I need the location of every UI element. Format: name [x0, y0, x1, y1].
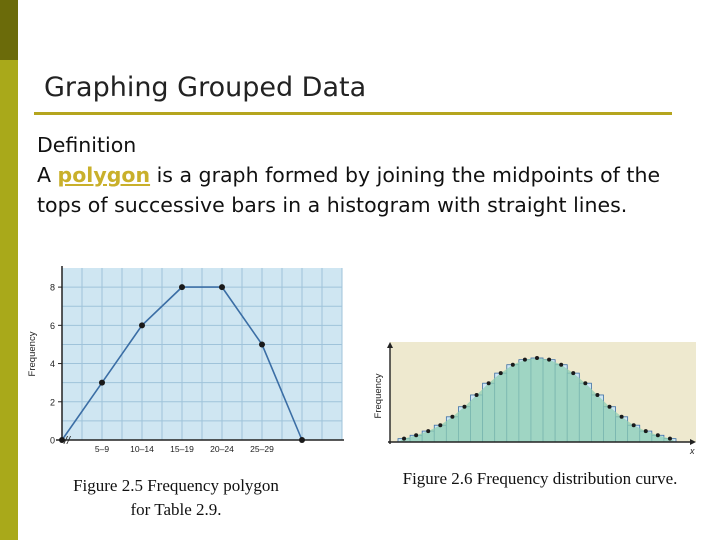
data-point: [510, 362, 515, 367]
data-point: [139, 322, 145, 329]
definition-label: Definition: [37, 133, 137, 157]
y-tick-label: 8: [50, 283, 55, 293]
data-point: [595, 392, 600, 397]
data-point: [179, 284, 185, 291]
data-point: [571, 371, 576, 376]
slide-sidebar: [0, 0, 18, 540]
figure-2-5-caption-line2: for Table 2.9.: [130, 500, 222, 519]
definition-prefix: A: [37, 163, 58, 187]
figure-2-6-caption: Figure 2.6 Frequency distribution curve.: [402, 469, 678, 488]
definition-text: A polygon is a graph formed by joining t…: [37, 160, 707, 220]
axis-break-mark: //: [63, 435, 71, 447]
data-point: [655, 433, 660, 438]
frequency-polygon-chart: // 0 2 4 6 8 5–9 10–14 15–19 20–24 25–29 Frequency: [27, 266, 344, 454]
data-point: [631, 423, 636, 428]
y-axis-arrow: [387, 342, 393, 348]
data-point: [219, 284, 225, 291]
x-tick-label: 10–14: [130, 444, 154, 454]
distribution-curve-fill: [398, 358, 676, 442]
y-axis-label: Frequency: [373, 373, 384, 418]
x-tick-label: 15–19: [170, 444, 194, 454]
x-axis-arrow: [690, 439, 696, 445]
figure-2-5-caption-line1: Figure 2.5 Frequency polygon: [73, 476, 279, 495]
data-point: [402, 436, 407, 441]
data-point: [414, 433, 419, 438]
x-axis-label: x: [689, 446, 695, 456]
data-point: [547, 357, 552, 362]
definition-rest: is a graph formed by joining the midpoin…: [37, 163, 661, 217]
y-tick-label: 0: [50, 436, 55, 446]
frequency-distribution-chart: x Frequency: [373, 342, 696, 456]
data-point: [59, 437, 65, 443]
data-point: [607, 404, 612, 409]
data-point: [498, 371, 503, 376]
data-point: [438, 423, 443, 428]
data-point: [522, 357, 527, 362]
data-point: [619, 414, 624, 419]
slide-sidebar-accent: [0, 0, 18, 60]
figure-2-5-caption: Figure 2.5 Frequency polygon for Table 2…: [50, 474, 302, 522]
x-tick-label: 25–29: [250, 444, 274, 454]
y-tick-label: 4: [50, 359, 55, 369]
data-point: [486, 381, 491, 386]
y-tick-label: 2: [50, 397, 55, 407]
data-point: [259, 341, 265, 348]
data-point: [643, 429, 648, 434]
data-point: [583, 381, 588, 386]
title-underline: [34, 112, 672, 115]
definition-block: Definition A polygon is a graph formed b…: [37, 130, 707, 220]
data-point: [535, 356, 539, 360]
data-point: [450, 414, 455, 419]
data-point: [667, 436, 672, 441]
data-point: [474, 392, 479, 397]
y-axis-label: Frequency: [27, 331, 38, 376]
y-tick-label: 6: [50, 321, 55, 331]
data-point: [426, 429, 431, 434]
data-point: [462, 404, 467, 409]
keyword-polygon: polygon: [57, 163, 151, 187]
data-point: [299, 437, 305, 443]
data-point: [559, 362, 564, 367]
data-point: [99, 379, 105, 386]
x-tick-label: 20–24: [210, 444, 234, 454]
slide-title: Graphing Grouped Data: [44, 72, 367, 103]
x-tick-label: 5–9: [95, 444, 109, 454]
